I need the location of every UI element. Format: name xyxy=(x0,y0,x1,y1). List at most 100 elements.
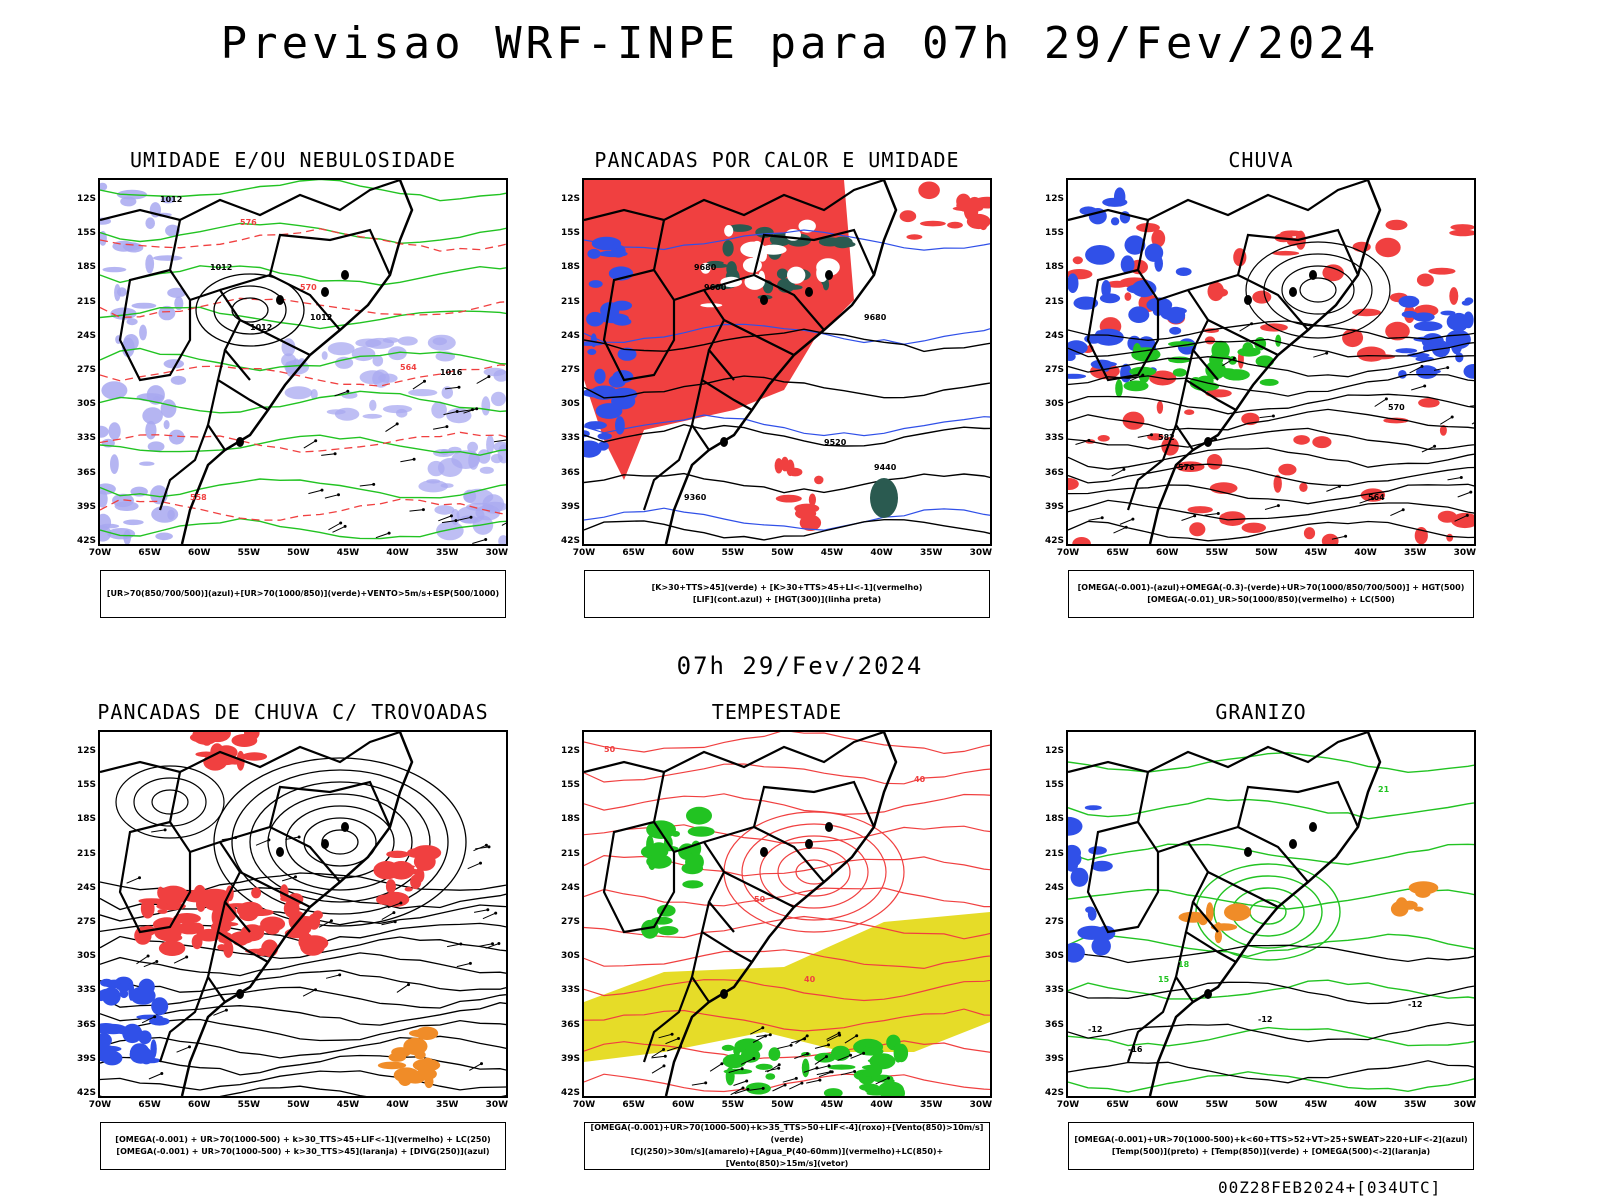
lon-tick-label: 50W xyxy=(771,548,794,558)
lat-tick-label: 36S xyxy=(76,467,96,478)
longitude-axis: 70W 65W 60W 55W 50W 45W 40W 35W 30W xyxy=(89,548,509,562)
lon-tick-label: 65W xyxy=(138,1100,161,1110)
panel-legend: [OMEGA(-0.001)-(azul)+OMEGA(-0.3)-(verde… xyxy=(1068,570,1474,618)
lat-tick-label: 24S xyxy=(1044,330,1064,341)
longitude-axis: 70W 65W 60W 55W 50W 45W 40W 35W 30W xyxy=(1057,1100,1477,1114)
lat-tick-label: 42S xyxy=(1044,1088,1064,1098)
lon-tick-label: 40W xyxy=(870,1100,893,1110)
lon-tick-label: 50W xyxy=(287,548,310,558)
lat-tick-label: 30S xyxy=(1044,951,1064,962)
panel-title: PANCADAS POR CALOR E UMIDADE xyxy=(594,148,960,172)
contour-label: 40 xyxy=(914,775,926,784)
latitude-axis: 12S 15S 18S 21S 24S 27S 30S 33S 36S 39S 42S xyxy=(554,730,580,1098)
lon-tick-label: 55W xyxy=(1205,548,1229,558)
lat-tick-label: 39S xyxy=(560,501,580,512)
lat-tick-label: 42S xyxy=(76,536,96,546)
lat-tick-label: 18S xyxy=(76,262,96,273)
legend-line: [Temp(500)](preto) + [Temp(850)](verde) … xyxy=(1111,1147,1431,1156)
latitude-axis: 12S 15S 18S 21S 24S 27S 30S 33S 36S 39S 42S xyxy=(70,730,96,1098)
panel-legend: [OMEGA(-0.001) + UR>70(1000-500) + k>30_… xyxy=(100,1122,506,1170)
lat-tick-label: 18S xyxy=(76,814,96,825)
lon-tick-label: 35W xyxy=(435,1100,459,1110)
lat-tick-label: 24S xyxy=(560,330,580,341)
contour-label: 9680 xyxy=(864,313,887,322)
lon-tick-label: 60W xyxy=(187,548,211,558)
lon-tick-label: 50W xyxy=(771,1100,794,1110)
contour-label: -12 xyxy=(1088,1025,1102,1034)
lon-tick-label: 50W xyxy=(1255,548,1278,558)
lon-tick-label: 70W xyxy=(572,548,596,558)
lon-tick-label: 35W xyxy=(919,548,943,558)
lat-tick-label: 24S xyxy=(76,882,96,893)
lon-tick-label: 30W xyxy=(969,1100,993,1110)
legend-line: [OMEGA(-0.001) + UR>70(1000-500) + k>30_… xyxy=(116,1147,490,1156)
lon-tick-label: 40W xyxy=(1354,548,1377,558)
panel-trovoadas: PANCADAS DE CHUVA C/ TROVOADAS 12S 15S 18S 2… xyxy=(77,700,509,1200)
lat-tick-label: 27S xyxy=(560,365,580,375)
lon-tick-label: 45W xyxy=(1304,1100,1328,1110)
lon-tick-label: 60W xyxy=(1155,548,1179,558)
lat-tick-label: 33S xyxy=(560,433,580,444)
lat-tick-label: 12S xyxy=(1044,746,1064,756)
lat-tick-label: 12S xyxy=(1044,194,1064,204)
lon-tick-label: 30W xyxy=(485,548,509,558)
lon-tick-label: 30W xyxy=(485,1100,509,1110)
forecast-map: -12 -12 -12 -16 15 18 21 xyxy=(1066,730,1476,1098)
legend-line: [LIF](cont.azul) + [HGT(300)](linha pret… xyxy=(692,595,882,604)
panel-granizo: GRANIZO -12 -12 -12 -16 15 18 21 12S 15S 18S 21S 24S… xyxy=(1044,700,1477,1200)
lon-tick-label: 30W xyxy=(1453,1100,1477,1110)
forecast-map: 50 40 50 40 xyxy=(582,730,992,1098)
panel-pancadas-calor: PANCADAS POR CALOR E UMIDADE 9680 9680 9600… xyxy=(560,148,992,648)
lat-tick-label: 15S xyxy=(560,228,580,239)
lon-tick-label: 65W xyxy=(622,1100,645,1110)
lon-tick-label: 65W xyxy=(1106,548,1129,558)
panel-title: PANCADAS DE CHUVA C/ TROVOADAS xyxy=(97,700,489,724)
lat-tick-label: 15S xyxy=(76,228,96,239)
lat-tick-label: 36S xyxy=(560,467,580,478)
lat-tick-label: 42S xyxy=(560,1088,580,1098)
lat-tick-label: 27S xyxy=(76,365,96,375)
lat-tick-label: 27S xyxy=(1044,917,1064,927)
lon-tick-label: 50W xyxy=(287,1100,310,1110)
lat-tick-label: 33S xyxy=(76,985,96,996)
contour-label: 9520 xyxy=(824,438,847,447)
lat-tick-label: 30S xyxy=(76,399,96,410)
lon-tick-label: 65W xyxy=(138,548,161,558)
longitude-axis: 70W 65W 60W 55W 50W 45W 40W 35W 30W xyxy=(89,1100,509,1114)
lat-tick-label: 24S xyxy=(1044,882,1064,893)
lon-tick-label: 40W xyxy=(386,1100,409,1110)
contour-label: 18 xyxy=(1178,960,1190,969)
lon-tick-label: 70W xyxy=(88,1100,112,1110)
lat-tick-label: 33S xyxy=(560,985,580,996)
contour-label: -12 xyxy=(1258,1015,1272,1024)
contour-label: 564 xyxy=(1368,493,1385,502)
legend-line: [OMEGA(-0.001)+UR>70(1000-500)+k<60+TTS>… xyxy=(1074,1135,1468,1144)
lat-tick-label: 18S xyxy=(1044,262,1064,273)
lon-tick-label: 70W xyxy=(572,1100,596,1110)
contour-label: 21 xyxy=(1378,785,1390,794)
panel-title: UMIDADE E/OU NEBULOSIDADE xyxy=(129,148,457,172)
lat-tick-label: 30S xyxy=(560,399,580,410)
contour-label: 1016 xyxy=(440,368,463,377)
lon-tick-label: 70W xyxy=(1056,548,1080,558)
lat-tick-label: 15S xyxy=(1044,780,1064,791)
lon-tick-label: 45W xyxy=(336,1100,360,1110)
lon-tick-label: 40W xyxy=(870,548,893,558)
panel-title: GRANIZO xyxy=(1215,700,1307,724)
lon-tick-label: 45W xyxy=(336,548,360,558)
lon-tick-label: 65W xyxy=(1106,1100,1129,1110)
contour-label: 570 xyxy=(300,283,317,292)
legend-line: [CJ(250)>30m/s](amarelo)+[Agua_P(40-60mm… xyxy=(630,1147,944,1168)
legend-line: [OMEGA(-0.001)-(azul)+OMEGA(-0.3)-(verde… xyxy=(1077,583,1465,592)
lon-tick-label: 40W xyxy=(386,548,409,558)
lat-tick-label: 36S xyxy=(1044,467,1064,478)
latitude-axis: 12S 15S 18S 21S 24S 27S 30S 33S 36S 39S 42S xyxy=(1038,178,1064,546)
panel-chuva: CHUVA 582 576 570 564 12S 15S 18S 21S 24S 27S 30S 33… xyxy=(1045,148,1476,648)
panel-legend: [OMEGA(-0.001)+UR>70(1000-500)+k<60+TTS>… xyxy=(1068,1122,1474,1170)
lon-tick-label: 55W xyxy=(237,548,261,558)
contour-label: 1012 xyxy=(310,313,332,322)
contour-label: 1012 xyxy=(160,195,182,204)
lat-tick-label: 27S xyxy=(1044,365,1064,375)
lat-tick-label: 33S xyxy=(76,433,96,444)
lat-tick-label: 12S xyxy=(76,746,96,756)
